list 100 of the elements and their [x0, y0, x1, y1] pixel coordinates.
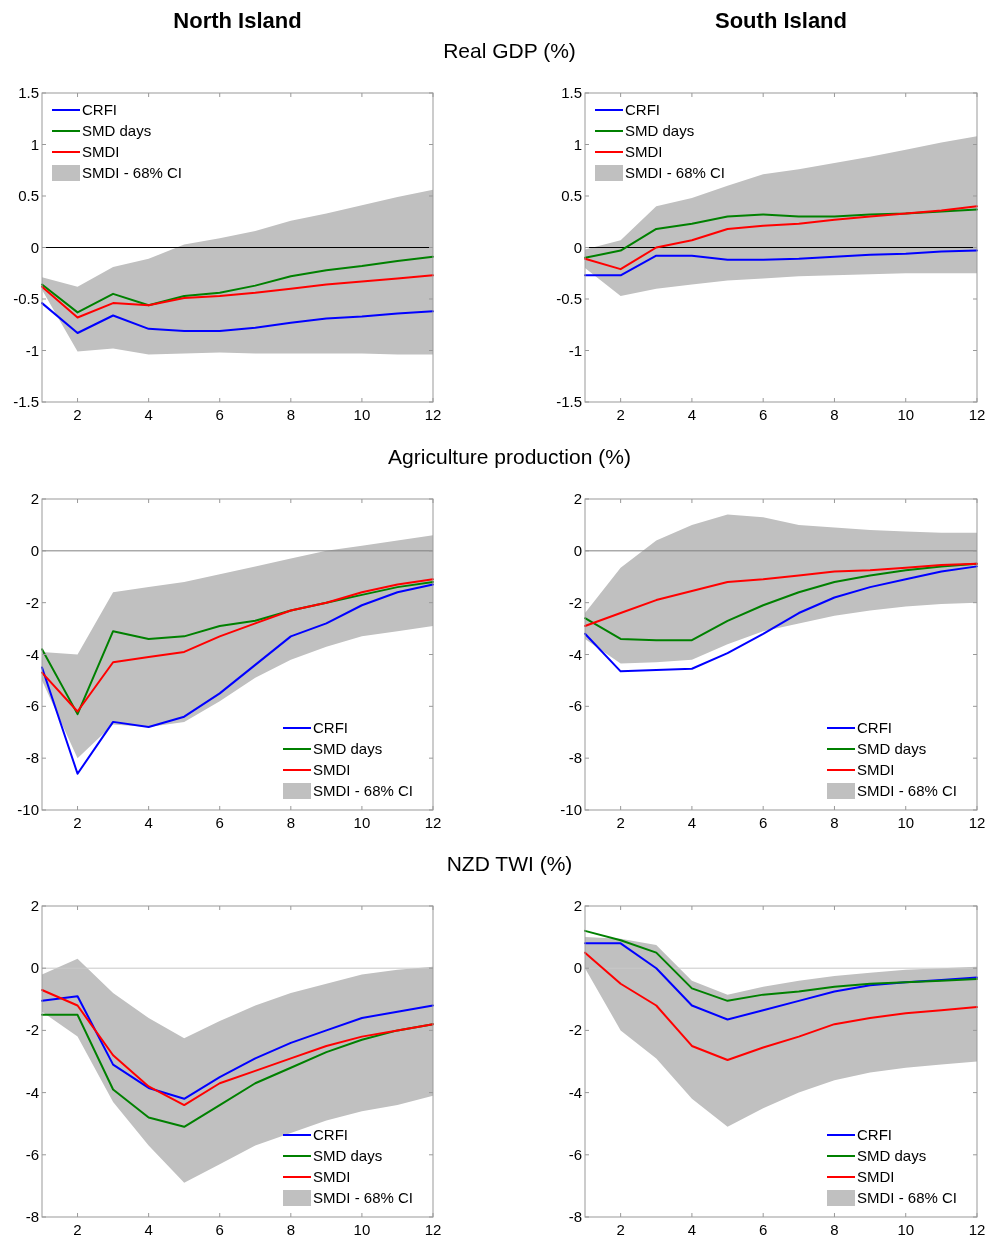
x-tick-label: 12	[968, 406, 986, 423]
y-tick-label: -4	[568, 1083, 582, 1101]
y-tick-label: -1.5	[556, 393, 582, 410]
x-tick-label: 10	[353, 814, 371, 831]
legend-label: CRFI	[82, 101, 117, 118]
annotation: SMDI - 68% CI	[82, 164, 183, 181]
x-tick-label: 12	[424, 406, 442, 423]
y-tick-label: -0.5	[13, 290, 39, 307]
x-tick-label: 2	[616, 406, 625, 423]
text: Real GDP (%)	[443, 39, 576, 62]
line-series	[584, 942, 978, 1021]
line-series	[584, 951, 978, 1061]
x-tick-label: 6	[215, 406, 224, 423]
y-tick-label: 2	[30, 897, 39, 914]
y-tick-label: 0	[573, 238, 582, 256]
legend-label: SMD days	[313, 1147, 383, 1164]
y-tick-label: -2	[25, 593, 39, 611]
y-tick-label: 0	[30, 541, 39, 559]
y-tick-label: -2	[568, 1021, 582, 1039]
y-tick-label: 1.5	[561, 84, 582, 101]
y-tick-label: 2	[573, 490, 582, 507]
y-tick-label: -0.5	[556, 290, 582, 307]
x-tick-label: 2	[73, 1221, 82, 1238]
x-tick-label: 12	[424, 1221, 442, 1238]
y-tick-label: 0.5	[561, 187, 582, 204]
y-tick-label: -1	[568, 341, 582, 359]
y-tick-label: -4	[568, 645, 582, 663]
chart-title: North Island	[173, 8, 302, 33]
x-tick-label: 10	[897, 1221, 915, 1238]
legend-label: SMDI	[313, 1168, 351, 1185]
legend-label: CRFI	[857, 1126, 892, 1143]
legend-label: SMD days	[857, 1147, 927, 1164]
x-tick-label: 12	[968, 814, 986, 831]
x-tick-label: 8	[830, 1221, 839, 1238]
y-tick-label: 0	[573, 959, 582, 977]
y-tick-label: -1	[25, 341, 39, 359]
y-tick-label: -2	[25, 1021, 39, 1039]
y-tick-label: 1.5	[18, 84, 39, 101]
x-tick-label: 8	[830, 814, 839, 831]
legend-label: CRFI	[857, 719, 892, 736]
x-tick-label: 12	[968, 1221, 986, 1238]
legend-label: SMD days	[625, 122, 695, 139]
y-tick-label: 1	[30, 135, 39, 153]
line-series	[41, 583, 434, 775]
y-tick-label: 0.5	[18, 187, 39, 204]
y-tick-label: -6	[568, 1145, 582, 1163]
y-tick-label: 0	[30, 238, 39, 256]
y-tick-label: 2	[30, 490, 39, 507]
line-series	[584, 565, 978, 673]
annotation: SMDI - 68% CI	[857, 1189, 958, 1206]
x-tick-label: 6	[215, 814, 224, 831]
y-tick-label: -4	[25, 645, 39, 663]
x-tick-label: 6	[759, 1221, 768, 1238]
y-tick-label: -4	[25, 1083, 39, 1101]
y-tick-label: -10	[560, 801, 582, 818]
y-tick-label: -6	[25, 1145, 39, 1163]
x-tick-label: 8	[286, 814, 295, 831]
annotation: SMDI - 68% CI	[857, 782, 958, 799]
x-tick-label: 10	[897, 406, 915, 423]
x-tick-label: 4	[687, 406, 697, 423]
legend-label: SMDI	[625, 143, 663, 160]
legend-label: CRFI	[313, 1126, 348, 1143]
line-series	[41, 274, 434, 319]
x-tick-label: 10	[353, 406, 371, 423]
x-tick-label: 8	[830, 406, 839, 423]
x-tick-label: 6	[759, 406, 768, 423]
legend-label: SMDI	[313, 761, 351, 778]
x-tick-label: 12	[424, 814, 442, 831]
y-tick-label: 0	[30, 959, 39, 977]
y-tick-label: 0	[573, 541, 582, 559]
line-series	[584, 208, 978, 259]
x-tick-label: 4	[144, 406, 153, 423]
x-tick-label: 2	[73, 814, 82, 831]
y-tick-label: -8	[568, 749, 582, 767]
legend-label: SMD days	[82, 122, 152, 139]
line-series	[584, 249, 978, 277]
legend-label: SMD days	[313, 740, 383, 757]
y-tick-label: -6	[25, 697, 39, 715]
x-tick-label: 8	[286, 406, 295, 423]
y-tick-label: 2	[573, 897, 582, 914]
x-tick-label: 4	[687, 814, 697, 831]
x-tick-label: 4	[144, 1221, 153, 1238]
x-tick-label: 10	[353, 1221, 371, 1238]
y-tick-label: -8	[568, 1208, 582, 1225]
annotation: SMDI - 68% CI	[313, 1189, 414, 1206]
line-series	[584, 205, 978, 271]
line-series	[41, 302, 434, 334]
chart-title: South Island	[715, 8, 847, 33]
line-series	[584, 562, 978, 627]
legend-label: SMDI	[857, 761, 895, 778]
x-tick-label: 4	[144, 814, 153, 831]
x-tick-label: 6	[759, 814, 768, 831]
x-tick-label: 10	[897, 814, 915, 831]
x-tick-label: 4	[687, 1221, 697, 1238]
annotation: SMDI - 68% CI	[313, 782, 414, 799]
y-tick-label: 1	[573, 135, 582, 153]
x-tick-label: 2	[616, 814, 625, 831]
y-tick-label: -2	[568, 593, 582, 611]
text: Agriculture production (%)	[388, 445, 631, 468]
legend-label: SMD days	[857, 740, 927, 757]
